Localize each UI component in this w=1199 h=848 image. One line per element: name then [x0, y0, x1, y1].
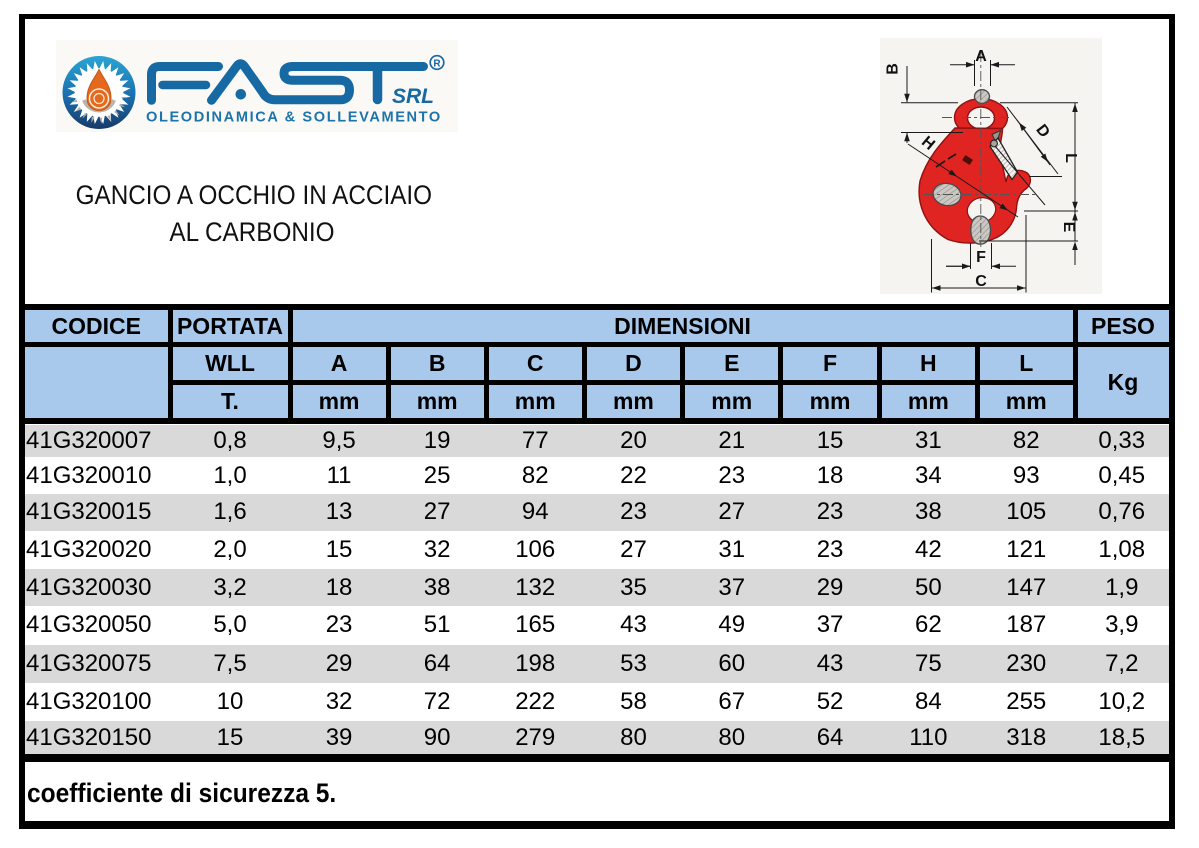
svg-text:A: A	[975, 48, 987, 65]
svg-text:B: B	[885, 63, 902, 75]
svg-text:SRL: SRL	[392, 85, 434, 108]
svg-text:C: C	[975, 273, 987, 290]
svg-text:OLEODINAMICA & SOLLEVAMENTO: OLEODINAMICA & SOLLEVAMENTO	[146, 110, 442, 126]
svg-text:F: F	[976, 249, 986, 266]
svg-text:E: E	[1060, 222, 1077, 233]
svg-text:L: L	[1062, 153, 1079, 163]
svg-text:R: R	[433, 58, 441, 69]
